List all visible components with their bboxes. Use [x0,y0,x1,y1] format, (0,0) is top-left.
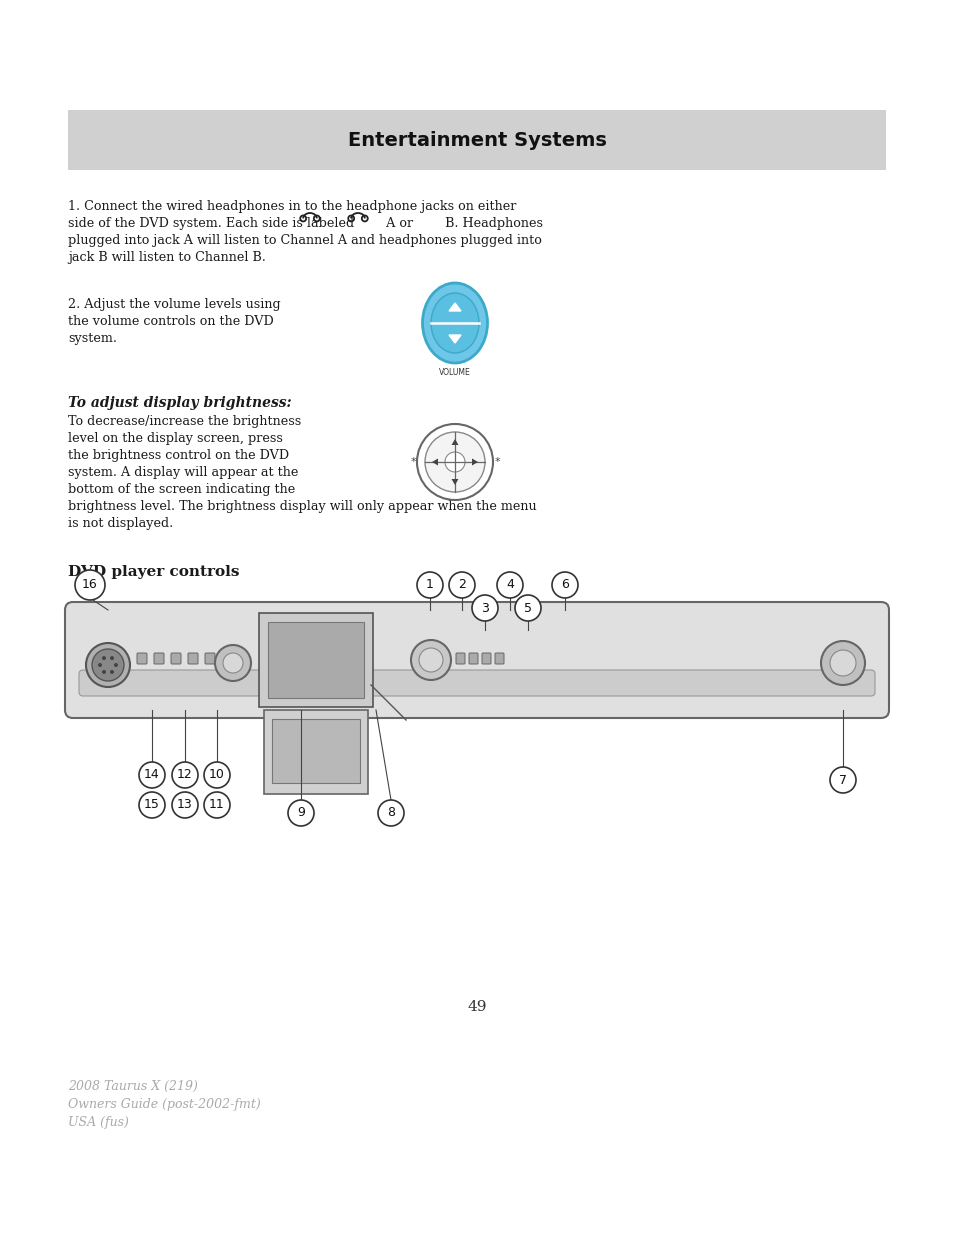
Text: 2: 2 [457,578,465,592]
Text: level on the display screen, press: level on the display screen, press [68,432,283,445]
FancyBboxPatch shape [68,110,885,170]
Text: 14: 14 [144,768,160,782]
Circle shape [98,663,102,667]
Text: plugged into jack A will listen to Channel A and headphones plugged into: plugged into jack A will listen to Chann… [68,233,541,247]
FancyBboxPatch shape [495,653,503,664]
Text: 13: 13 [177,799,193,811]
FancyBboxPatch shape [188,653,198,664]
Text: 4: 4 [505,578,514,592]
Text: 3: 3 [480,601,489,615]
Circle shape [75,571,105,600]
Circle shape [139,792,165,818]
Circle shape [829,650,855,676]
Text: 1: 1 [426,578,434,592]
Circle shape [86,643,130,687]
FancyBboxPatch shape [268,622,364,698]
Circle shape [829,767,855,793]
Text: the volume controls on the DVD: the volume controls on the DVD [68,315,274,329]
Circle shape [449,572,475,598]
Circle shape [204,762,230,788]
FancyBboxPatch shape [205,653,214,664]
Circle shape [377,800,403,826]
Polygon shape [451,479,458,485]
Text: 2008 Taurus X (219): 2008 Taurus X (219) [68,1079,197,1093]
FancyBboxPatch shape [65,601,888,718]
Circle shape [411,640,451,680]
Text: 9: 9 [296,806,305,820]
FancyBboxPatch shape [137,653,147,664]
Ellipse shape [431,293,478,353]
Text: brightness level. The brightness display will only appear when the menu: brightness level. The brightness display… [68,500,536,513]
Text: 2. Adjust the volume levels using: 2. Adjust the volume levels using [68,298,280,311]
Circle shape [424,432,484,492]
Circle shape [288,800,314,826]
Text: side of the DVD system. Each side is labeled        A or        B. Headphones: side of the DVD system. Each side is lab… [68,217,542,230]
Polygon shape [449,335,460,343]
Circle shape [472,595,497,621]
FancyBboxPatch shape [79,671,874,697]
Circle shape [139,762,165,788]
Text: 1. Connect the wired headphones in to the headphone jacks on either: 1. Connect the wired headphones in to th… [68,200,516,212]
Text: *: * [410,457,416,467]
Circle shape [416,572,442,598]
Text: jack B will listen to Channel B.: jack B will listen to Channel B. [68,251,266,264]
Text: To decrease/increase the brightness: To decrease/increase the brightness [68,415,301,429]
Text: 15: 15 [144,799,160,811]
Circle shape [204,792,230,818]
Circle shape [214,645,251,680]
Text: system.: system. [68,332,117,345]
Text: 8: 8 [387,806,395,820]
Text: DVD player controls: DVD player controls [68,564,239,579]
Text: 10: 10 [209,768,225,782]
Circle shape [102,656,106,659]
Circle shape [416,424,493,500]
Circle shape [91,650,124,680]
FancyBboxPatch shape [264,710,368,794]
Circle shape [418,648,442,672]
Circle shape [552,572,578,598]
Text: bottom of the screen indicating the: bottom of the screen indicating the [68,483,294,496]
Circle shape [110,656,113,659]
Circle shape [444,452,464,472]
FancyBboxPatch shape [456,653,464,664]
Text: is not displayed.: is not displayed. [68,517,173,530]
Circle shape [821,641,864,685]
Text: 7: 7 [838,773,846,787]
Text: Entertainment Systems: Entertainment Systems [347,131,606,149]
Text: To adjust display brightness:: To adjust display brightness: [68,396,292,410]
FancyBboxPatch shape [258,613,373,706]
Polygon shape [432,458,437,466]
Circle shape [110,669,113,674]
Text: 6: 6 [560,578,568,592]
Text: 49: 49 [467,1000,486,1014]
Polygon shape [449,303,460,311]
Circle shape [223,653,243,673]
FancyBboxPatch shape [171,653,181,664]
Circle shape [497,572,522,598]
Text: VOLUME: VOLUME [438,368,471,377]
Text: Owners Guide (post-2002-fmt): Owners Guide (post-2002-fmt) [68,1098,260,1112]
Ellipse shape [422,283,487,363]
FancyBboxPatch shape [153,653,164,664]
FancyBboxPatch shape [272,719,359,783]
Text: 11: 11 [209,799,225,811]
Circle shape [113,663,118,667]
Text: 16: 16 [82,578,98,592]
Circle shape [102,669,106,674]
FancyBboxPatch shape [469,653,477,664]
Text: *: * [494,457,499,467]
Text: USA (fus): USA (fus) [68,1116,129,1129]
Text: the brightness control on the DVD: the brightness control on the DVD [68,450,289,462]
Circle shape [172,792,198,818]
Text: system. A display will appear at the: system. A display will appear at the [68,466,298,479]
FancyBboxPatch shape [481,653,491,664]
Text: 12: 12 [177,768,193,782]
Circle shape [172,762,198,788]
Circle shape [515,595,540,621]
Polygon shape [451,438,458,445]
Polygon shape [472,458,477,466]
Text: 5: 5 [523,601,532,615]
